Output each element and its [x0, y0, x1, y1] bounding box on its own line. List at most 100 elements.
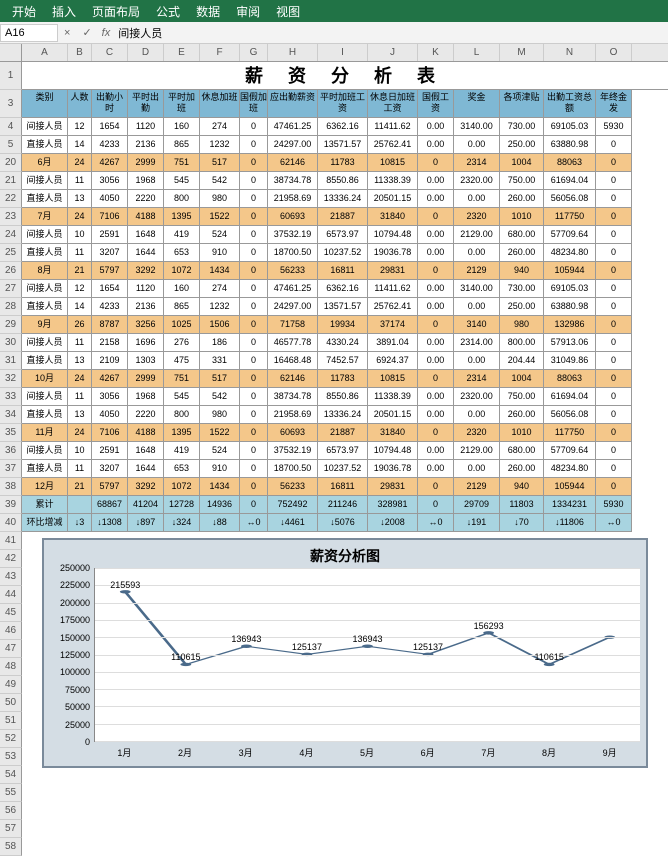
cell[interactable]: 0.00	[454, 460, 500, 478]
row-header[interactable]: 53	[0, 748, 22, 766]
cell[interactable]: 6924.37	[368, 352, 418, 370]
col-header[interactable]: J	[368, 44, 418, 61]
cell[interactable]: 12	[68, 118, 92, 136]
cell[interactable]: ↓2008	[368, 514, 418, 532]
cell[interactable]: 11338.39	[368, 172, 418, 190]
cell[interactable]: 13	[68, 352, 92, 370]
cell[interactable]: 56233	[268, 478, 318, 496]
cell[interactable]: ↓1308	[92, 514, 128, 532]
row-header[interactable]: 52	[0, 730, 22, 748]
cell[interactable]: 10月	[22, 370, 68, 388]
cell[interactable]: 0	[240, 208, 268, 226]
cell[interactable]: ↓88	[200, 514, 240, 532]
cell[interactable]: 2320	[454, 424, 500, 442]
ribbon-tab[interactable]: 审阅	[228, 1, 268, 22]
cell[interactable]: ↓70	[500, 514, 544, 532]
cell[interactable]: 5797	[92, 478, 128, 496]
row-header[interactable]: 35	[0, 424, 22, 442]
cell[interactable]: 63880.98	[544, 136, 596, 154]
cell[interactable]: 14	[68, 298, 92, 316]
row-header[interactable]: 24	[0, 226, 22, 244]
cell[interactable]: ↓5076	[318, 514, 368, 532]
cell[interactable]: 0	[240, 352, 268, 370]
cell[interactable]: 直接人员	[22, 136, 68, 154]
cell[interactable]: 16811	[318, 478, 368, 496]
cell[interactable]: 800.00	[500, 334, 544, 352]
cell[interactable]: 680.00	[500, 226, 544, 244]
cell[interactable]: 13571.57	[318, 298, 368, 316]
formula-bar[interactable]: 间接人员	[114, 23, 668, 43]
cell[interactable]: 直接人员	[22, 406, 68, 424]
ribbon-tab[interactable]: 页面布局	[84, 1, 148, 22]
cell[interactable]: 环比增减	[22, 514, 68, 532]
cell[interactable]: 0.00	[418, 172, 454, 190]
cell[interactable]: 8月	[22, 262, 68, 280]
row-header[interactable]: 23	[0, 208, 22, 226]
cell[interactable]: 0	[596, 172, 632, 190]
cell[interactable]: 0	[240, 172, 268, 190]
cell[interactable]: 10794.48	[368, 442, 418, 460]
cell[interactable]: 60693	[268, 208, 318, 226]
cell[interactable]: 750.00	[500, 172, 544, 190]
cell[interactable]: 0	[418, 496, 454, 514]
cell[interactable]: 0	[596, 136, 632, 154]
cell[interactable]: 11月	[22, 424, 68, 442]
ribbon-tab[interactable]: 数据	[188, 1, 228, 22]
cell[interactable]: 13336.24	[318, 406, 368, 424]
cell[interactable]: 260.00	[500, 244, 544, 262]
cell[interactable]: 0	[240, 370, 268, 388]
cell[interactable]: 0	[240, 334, 268, 352]
cell[interactable]: 0.00	[418, 190, 454, 208]
cell[interactable]: 2320.00	[454, 388, 500, 406]
cell[interactable]: 0	[596, 316, 632, 334]
cell[interactable]: 1648	[128, 226, 164, 244]
cell[interactable]: 8550.86	[318, 388, 368, 406]
cell[interactable]: 20501.15	[368, 406, 418, 424]
cell[interactable]: 0.00	[418, 244, 454, 262]
cell[interactable]: ↓4461	[268, 514, 318, 532]
row-header[interactable]: 26	[0, 262, 22, 280]
cell[interactable]: 25762.41	[368, 298, 418, 316]
cell[interactable]: 21887	[318, 424, 368, 442]
cell[interactable]: 0	[596, 280, 632, 298]
cell[interactable]: 910	[200, 244, 240, 262]
row-header[interactable]: 27	[0, 280, 22, 298]
col-header[interactable]: O	[596, 44, 632, 61]
ribbon-tab[interactable]: 插入	[44, 1, 84, 22]
cell[interactable]: 间接人员	[22, 334, 68, 352]
cell[interactable]: 276	[164, 334, 200, 352]
row-header[interactable]: 41	[0, 532, 22, 550]
cell[interactable]: 0	[418, 424, 454, 442]
cell[interactable]: 0	[240, 262, 268, 280]
cell[interactable]: 5797	[92, 262, 128, 280]
cell[interactable]: 653	[164, 244, 200, 262]
cell[interactable]: 47461.25	[268, 280, 318, 298]
cell[interactable]: 19036.78	[368, 244, 418, 262]
row-header[interactable]: 56	[0, 802, 22, 820]
cell[interactable]: 13571.57	[318, 136, 368, 154]
cell[interactable]: 累计	[22, 496, 68, 514]
row-header[interactable]: 43	[0, 568, 22, 586]
cell[interactable]: ↓11806	[544, 514, 596, 532]
cell[interactable]: 62146	[268, 370, 318, 388]
cell[interactable]: 21	[68, 478, 92, 496]
cell[interactable]: 10815	[368, 154, 418, 172]
cell[interactable]: 260.00	[500, 460, 544, 478]
cell[interactable]: 间接人员	[22, 172, 68, 190]
row-header[interactable]: 49	[0, 676, 22, 694]
fx-icon[interactable]: fx	[98, 27, 115, 39]
cell[interactable]: 1303	[128, 352, 164, 370]
cell[interactable]: 274	[200, 118, 240, 136]
cell[interactable]: 0	[596, 334, 632, 352]
cell[interactable]: 1004	[500, 370, 544, 388]
cell[interactable]: 7106	[92, 424, 128, 442]
row-header[interactable]: 28	[0, 298, 22, 316]
cell[interactable]: 1968	[128, 172, 164, 190]
cell[interactable]: 980	[200, 190, 240, 208]
cell[interactable]: 419	[164, 442, 200, 460]
cell[interactable]: 1644	[128, 244, 164, 262]
cell[interactable]: 105944	[544, 478, 596, 496]
name-box[interactable]	[0, 24, 58, 42]
cell[interactable]: 980	[200, 406, 240, 424]
cell[interactable]: 0	[418, 478, 454, 496]
